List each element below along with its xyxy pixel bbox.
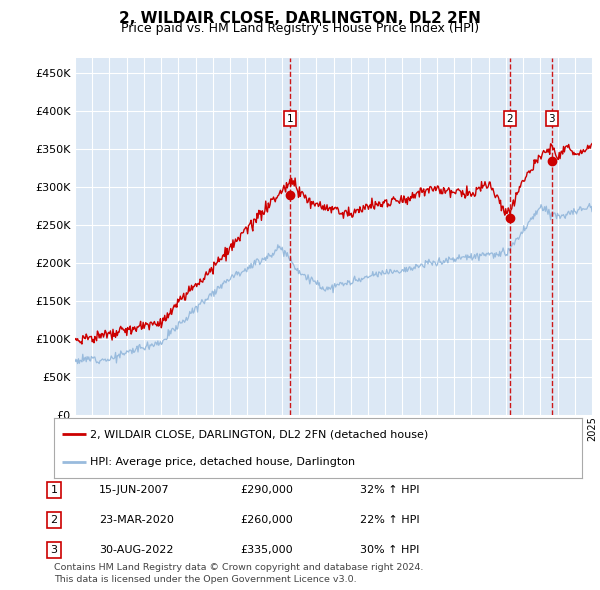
Text: 2: 2	[506, 114, 513, 124]
Text: £335,000: £335,000	[240, 545, 293, 555]
Text: 3: 3	[50, 545, 58, 555]
Text: £260,000: £260,000	[240, 515, 293, 525]
Text: HPI: Average price, detached house, Darlington: HPI: Average price, detached house, Darl…	[90, 457, 355, 467]
Text: 32% ↑ HPI: 32% ↑ HPI	[360, 485, 419, 495]
Text: 15-JUN-2007: 15-JUN-2007	[99, 485, 170, 495]
Text: 3: 3	[548, 114, 555, 124]
Text: 1: 1	[286, 114, 293, 124]
Text: £290,000: £290,000	[240, 485, 293, 495]
Text: 2, WILDAIR CLOSE, DARLINGTON, DL2 2FN (detached house): 2, WILDAIR CLOSE, DARLINGTON, DL2 2FN (d…	[90, 429, 428, 439]
Text: Price paid vs. HM Land Registry's House Price Index (HPI): Price paid vs. HM Land Registry's House …	[121, 22, 479, 35]
Text: This data is licensed under the Open Government Licence v3.0.: This data is licensed under the Open Gov…	[54, 575, 356, 584]
Text: 30% ↑ HPI: 30% ↑ HPI	[360, 545, 419, 555]
Text: 30-AUG-2022: 30-AUG-2022	[99, 545, 173, 555]
Text: 22% ↑ HPI: 22% ↑ HPI	[360, 515, 419, 525]
Text: 2: 2	[50, 515, 58, 525]
Text: 2, WILDAIR CLOSE, DARLINGTON, DL2 2FN: 2, WILDAIR CLOSE, DARLINGTON, DL2 2FN	[119, 11, 481, 25]
Text: 23-MAR-2020: 23-MAR-2020	[99, 515, 174, 525]
Text: Contains HM Land Registry data © Crown copyright and database right 2024.: Contains HM Land Registry data © Crown c…	[54, 563, 424, 572]
Text: 1: 1	[50, 485, 58, 495]
